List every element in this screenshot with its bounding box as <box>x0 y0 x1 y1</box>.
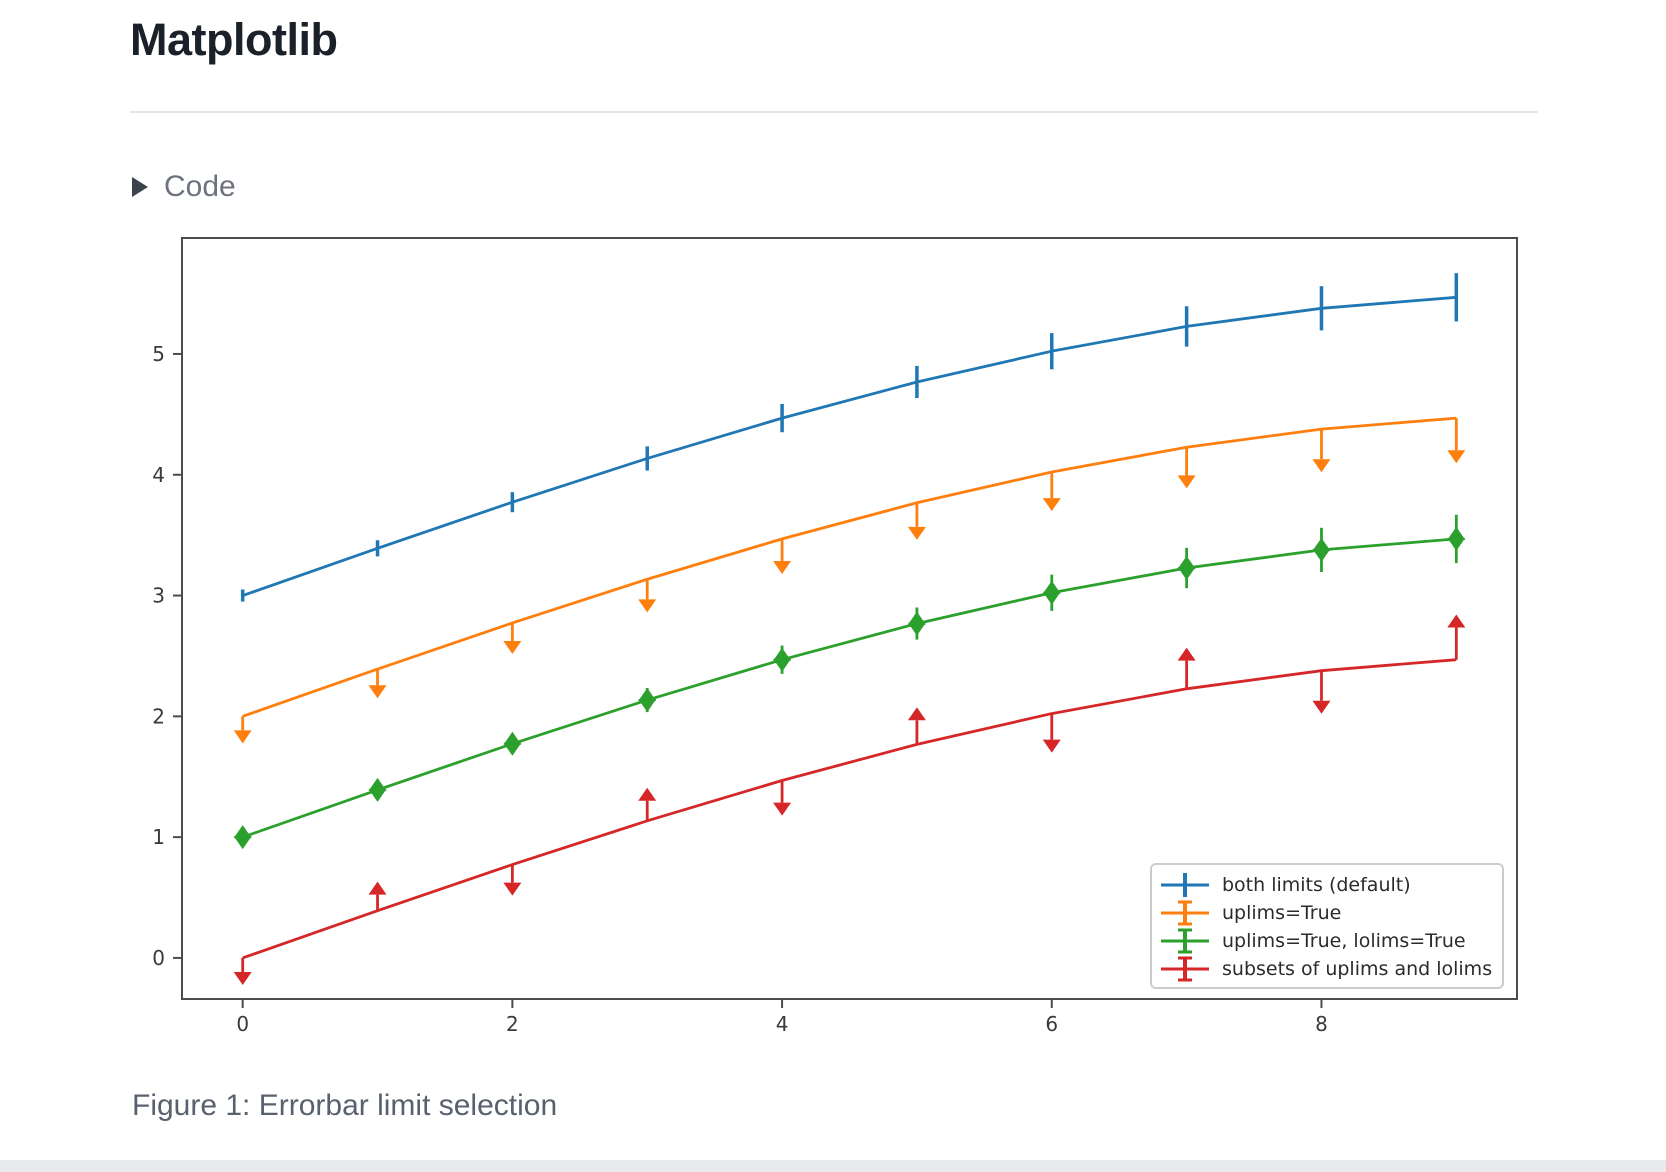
triangle-right-icon <box>132 177 148 197</box>
svg-text:2: 2 <box>152 704 165 728</box>
legend-swatch-errorbar-icon <box>1161 928 1209 954</box>
legend-item-uplims: uplims=True <box>1160 899 1494 927</box>
svg-text:3: 3 <box>152 584 165 608</box>
chart-legend: both limits (default) uplims=True <box>1150 863 1504 989</box>
bottom-strip <box>0 1160 1666 1172</box>
figure-caption: Figure 1: Errorbar limit selection <box>132 1089 558 1122</box>
page-title: Matplotlib <box>130 14 338 65</box>
legend-swatch-errorbar-icon <box>1161 956 1209 982</box>
legend-swatch-errorbar-icon <box>1161 900 1209 926</box>
legend-item-uplims-lolims: uplims=True, lolims=True <box>1160 927 1494 955</box>
svg-text:1: 1 <box>152 825 165 849</box>
legend-item-subsets: subsets of uplims and lolims <box>1160 955 1494 983</box>
legend-label: subsets of uplims and lolims <box>1222 958 1493 980</box>
legend-label: uplims=True <box>1222 902 1342 924</box>
svg-text:8: 8 <box>1315 1012 1328 1036</box>
legend-item-both-limits: both limits (default) <box>1160 871 1494 899</box>
code-toggle-label: Code <box>164 170 236 203</box>
svg-text:0: 0 <box>152 946 165 970</box>
svg-text:0: 0 <box>236 1012 249 1036</box>
code-toggle[interactable]: Code <box>132 170 236 204</box>
svg-text:5: 5 <box>152 342 165 366</box>
svg-text:4: 4 <box>152 463 165 487</box>
divider <box>130 111 1538 113</box>
svg-text:2: 2 <box>506 1012 519 1036</box>
svg-text:6: 6 <box>1045 1012 1058 1036</box>
legend-label: uplims=True, lolims=True <box>1222 930 1466 952</box>
svg-text:4: 4 <box>776 1012 789 1036</box>
legend-label: both limits (default) <box>1222 874 1411 896</box>
legend-swatch-errorbar-icon <box>1161 873 1209 897</box>
